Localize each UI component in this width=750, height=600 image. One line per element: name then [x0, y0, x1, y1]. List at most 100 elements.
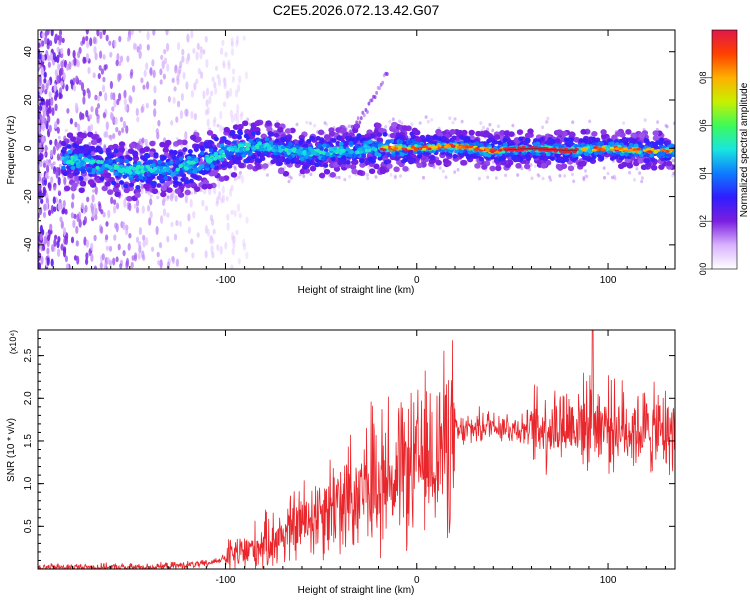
noise-speck: [167, 95, 171, 103]
ridge-cell: [419, 135, 426, 140]
ridge-cell: [495, 165, 502, 172]
ridge-cell: [112, 143, 119, 150]
noise-speck: [60, 60, 64, 68]
snr-x-tick-label: 0: [414, 575, 420, 586]
ridge-cell: [398, 134, 404, 140]
noise-speck: [38, 98, 41, 104]
noise-speck: [117, 73, 121, 83]
noise-speck: [102, 84, 106, 93]
noise-speck: [48, 181, 52, 192]
ridge-cell: [285, 159, 291, 165]
noise-speck: [230, 114, 234, 124]
noise-speck: [50, 163, 54, 170]
noise-speck: [239, 170, 242, 175]
noise-speck: [184, 130, 188, 141]
ridge-cell: [599, 141, 604, 146]
ridge-cell: [399, 152, 405, 157]
ridge-core-cell: [413, 148, 419, 151]
ridge-cell: [236, 155, 242, 161]
colorbar-label: Normalized spectral amplitude: [739, 82, 750, 217]
ridge-cell: [306, 158, 312, 164]
ridge-cell: [373, 163, 380, 170]
ridge-core-cell: [479, 146, 485, 150]
noise-speck: [170, 120, 174, 126]
noise-speck: [48, 105, 52, 114]
noise-speck: [93, 45, 97, 55]
ridge-cell: [499, 130, 506, 136]
ridge-cell: [199, 151, 205, 156]
noise-speck: [199, 188, 203, 192]
noise-speck: [100, 226, 104, 234]
noise-speck: [64, 255, 68, 263]
ridge-core-cell: [669, 148, 674, 152]
ridge-cell: [146, 160, 152, 165]
noise-speck: [149, 194, 153, 198]
noise-speck: [42, 162, 47, 168]
noise-speck: [107, 209, 111, 219]
noise-speck: [56, 54, 60, 64]
noise-speck: [63, 176, 67, 186]
noise-speck: [45, 98, 49, 108]
ridge-cell: [309, 165, 317, 172]
ridge-core-cell: [474, 148, 479, 151]
noise-speck: [110, 196, 114, 205]
noise-speck: [232, 235, 236, 244]
noise-speck: [140, 187, 144, 194]
noise-speck: [191, 252, 195, 259]
noise-speck: [125, 257, 130, 267]
noise-speck: [119, 116, 124, 123]
ridge-cell: [651, 164, 658, 171]
ridge-cell: [386, 163, 393, 169]
ridge-cell: [323, 168, 331, 175]
ridge-cell: [103, 160, 109, 165]
ridge-cell: [331, 138, 337, 143]
ridge-cell: [376, 132, 383, 137]
noise-speck: [113, 39, 117, 48]
ridge-cell: [153, 153, 159, 159]
ridge-cell: [94, 154, 100, 160]
noise-speck: [50, 164, 54, 169]
noise-speck: [192, 48, 196, 54]
ridge-cell: [296, 149, 301, 154]
ridge-cell: [555, 138, 561, 143]
ridge-cell: [649, 153, 654, 158]
ridge-cell: [66, 132, 74, 139]
ridge-cell: [563, 137, 570, 143]
snr-x-tick-label: -100: [215, 575, 235, 586]
ridge-cell: [544, 159, 552, 166]
noise-speck: [115, 126, 119, 133]
ridge-cell: [350, 164, 357, 170]
ridge-cell: [460, 159, 467, 166]
noise-speck: [158, 242, 163, 249]
noise-speck: [229, 187, 233, 198]
noise-speck: [134, 252, 138, 260]
spectrogram-x-label: Height of straight line (km): [298, 285, 415, 296]
noise-speck: [62, 200, 66, 208]
ridge-cell: [205, 157, 211, 162]
noise-speck: [102, 112, 106, 119]
noise-speck: [50, 96, 54, 106]
noise-speck: [128, 95, 132, 103]
ridge-cell: [186, 160, 191, 165]
ridge-cell: [389, 132, 397, 139]
noise-speck: [166, 212, 170, 218]
noise-speck: [80, 81, 85, 92]
noise-speck: [235, 229, 239, 236]
ridge-cell: [353, 123, 361, 129]
noise-speck: [52, 52, 57, 61]
noise-speck: [204, 205, 208, 212]
snr-y-tick-label: 1.0: [23, 476, 34, 490]
ridge-cell: [139, 147, 146, 154]
ridge-cell: [407, 158, 413, 164]
ridge-cell: [639, 144, 645, 149]
ridge-cell: [79, 180, 86, 187]
noise-speck: [83, 216, 87, 225]
ridge-cell: [278, 148, 283, 153]
noise-speck: [544, 120, 548, 124]
noise-speck: [166, 42, 170, 52]
ridge-cell: [90, 170, 96, 175]
ridge-cell: [202, 179, 209, 186]
noise-speck: [185, 108, 189, 117]
ridge-cell: [61, 165, 66, 170]
noise-speck: [602, 166, 606, 170]
